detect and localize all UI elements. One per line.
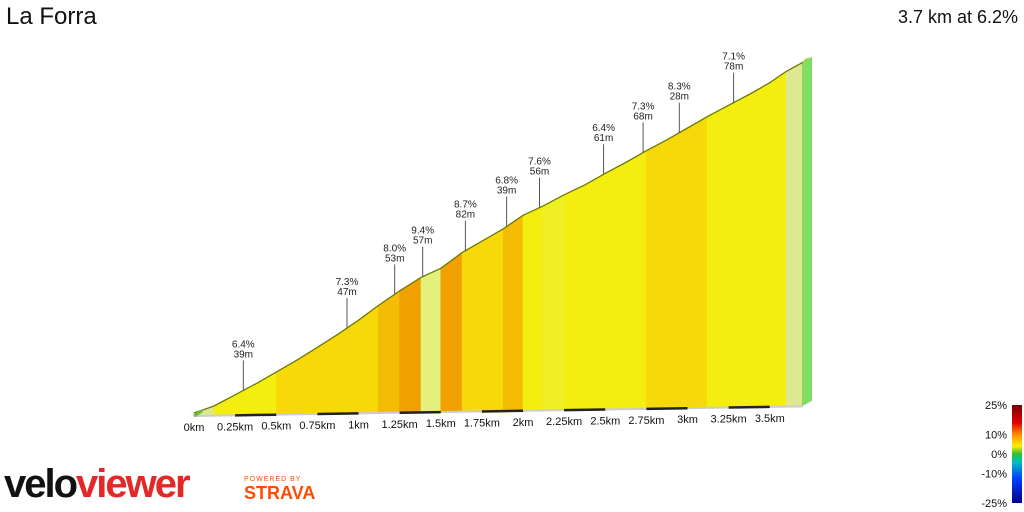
x-tick-label: 3.5km [755, 413, 785, 425]
gradient-segment [275, 359, 298, 415]
x-tick-label: 3.25km [711, 414, 747, 426]
logo-part-viewer: viewer [76, 462, 191, 506]
climb-summary: 3.7 km at 6.2% [897, 7, 1018, 27]
legend-label: 10% [985, 429, 1007, 441]
annotation-grade: 6.4% [232, 339, 255, 350]
gradient-segment [420, 267, 442, 412]
annotation-grade: 8.0% [383, 243, 406, 254]
x-tick-label: 0.75km [299, 420, 335, 432]
profile-start-face [193, 409, 203, 418]
page-title: La Forra [6, 3, 97, 30]
strava-logo: STRAVA [244, 483, 316, 503]
gradient-segment [785, 61, 803, 406]
x-axis-ticks: 0km 0.25km 0.5km 0.75km 1km 1.25km 1.5km 1.75km… [184, 413, 785, 434]
legend-color-bar [1012, 405, 1022, 503]
annotation-length: 82m [456, 210, 475, 221]
legend-label: -10% [981, 469, 1007, 481]
gradient-segment [358, 305, 379, 413]
annotation-length: 68m [633, 112, 652, 123]
annotation-length: 78m [724, 62, 743, 73]
gradient-segment [604, 161, 627, 409]
x-tick-label: 1.75km [464, 417, 500, 429]
annotation-grade: 6.4% [592, 123, 615, 134]
x-tick-label: 0.5km [261, 421, 291, 433]
gradient-segment [502, 214, 524, 411]
annotation-length: 56m [530, 167, 549, 178]
gradient-segment [338, 319, 359, 414]
annotation-length: 39m [234, 349, 253, 360]
gradient-segment [399, 276, 422, 413]
gradient-segment [585, 172, 606, 410]
annotation-grade: 7.3% [336, 277, 359, 288]
x-tick-label: 2.75km [628, 415, 664, 427]
annotation-length: 47m [337, 287, 356, 298]
gradient-legend: 25% 10% 0% -10% -25% [981, 400, 1022, 510]
annotation-length: 61m [594, 133, 613, 144]
gradient-segment [522, 205, 544, 411]
annotation-grade: 6.8% [495, 176, 518, 187]
gradient-segment [461, 240, 483, 412]
x-tick-label: 3km [677, 414, 698, 426]
gradient-segment [563, 184, 586, 410]
logo-part-velo: velo [4, 462, 78, 506]
gradient-segment [377, 290, 400, 413]
gradient-segment [667, 127, 688, 408]
x-tick-label: 2.25km [546, 416, 582, 428]
legend-label: -25% [981, 498, 1007, 510]
legend-label: 0% [991, 449, 1007, 461]
annotation-grade: 7.3% [632, 102, 655, 113]
x-tick-label: 2.5km [590, 416, 620, 428]
x-tick-label: 0.25km [217, 421, 253, 433]
annotation-length: 53m [385, 253, 404, 264]
strava-badge: POWERED BY STRAVA [244, 476, 315, 503]
baseline-dash [481, 409, 524, 413]
baseline-dash [235, 413, 277, 417]
gradient-segment [440, 252, 463, 412]
baseline-dash [399, 410, 441, 414]
gradient-segment [749, 82, 771, 407]
profile-outline [193, 61, 803, 414]
baseline-dash [564, 408, 606, 412]
x-tick-label: 1.25km [382, 419, 418, 431]
gradient-segment [234, 382, 257, 415]
gradient-segment [542, 194, 565, 410]
gradient-annotations: 6.4%39m7.3%47m8.0%53m9.4%57m8.7%82m6.8%3… [232, 52, 745, 391]
profile-side-face [801, 56, 812, 406]
gradient-segment [728, 93, 751, 407]
x-tick-label: 1km [348, 419, 369, 431]
x-tick-label: 2km [513, 417, 534, 429]
powered-by-label: POWERED BY [244, 476, 302, 483]
baseline-dash [646, 406, 688, 411]
profile-end-face [802, 56, 812, 406]
annotation-length: 57m [413, 236, 432, 247]
legend-label: 25% [985, 400, 1007, 412]
annotation-length: 28m [670, 92, 689, 103]
profile-top-face [801, 57, 812, 63]
annotation-length: 39m [497, 186, 516, 197]
gradient-segment [626, 150, 647, 409]
annotation-grade: 9.4% [411, 226, 434, 237]
baseline-dash [317, 412, 359, 416]
gradient-segment [646, 138, 669, 409]
gradient-segment [706, 104, 729, 408]
annotation-grade: 8.7% [454, 200, 477, 211]
annotation-grade: 8.3% [668, 82, 691, 93]
x-tick-label: 0km [184, 422, 205, 434]
annotation-grade: 7.1% [722, 52, 745, 63]
distance-baseline [193, 405, 803, 418]
gradient-segment [769, 70, 787, 407]
baseline-dash [728, 405, 770, 409]
annotation-grade: 7.6% [528, 157, 551, 168]
gradient-segment [687, 116, 708, 408]
gradient-segments [193, 61, 803, 416]
gradient-segment [481, 228, 504, 411]
veloviewer-logo: veloviewer [4, 458, 191, 510]
x-tick-label: 1.5km [426, 418, 456, 430]
